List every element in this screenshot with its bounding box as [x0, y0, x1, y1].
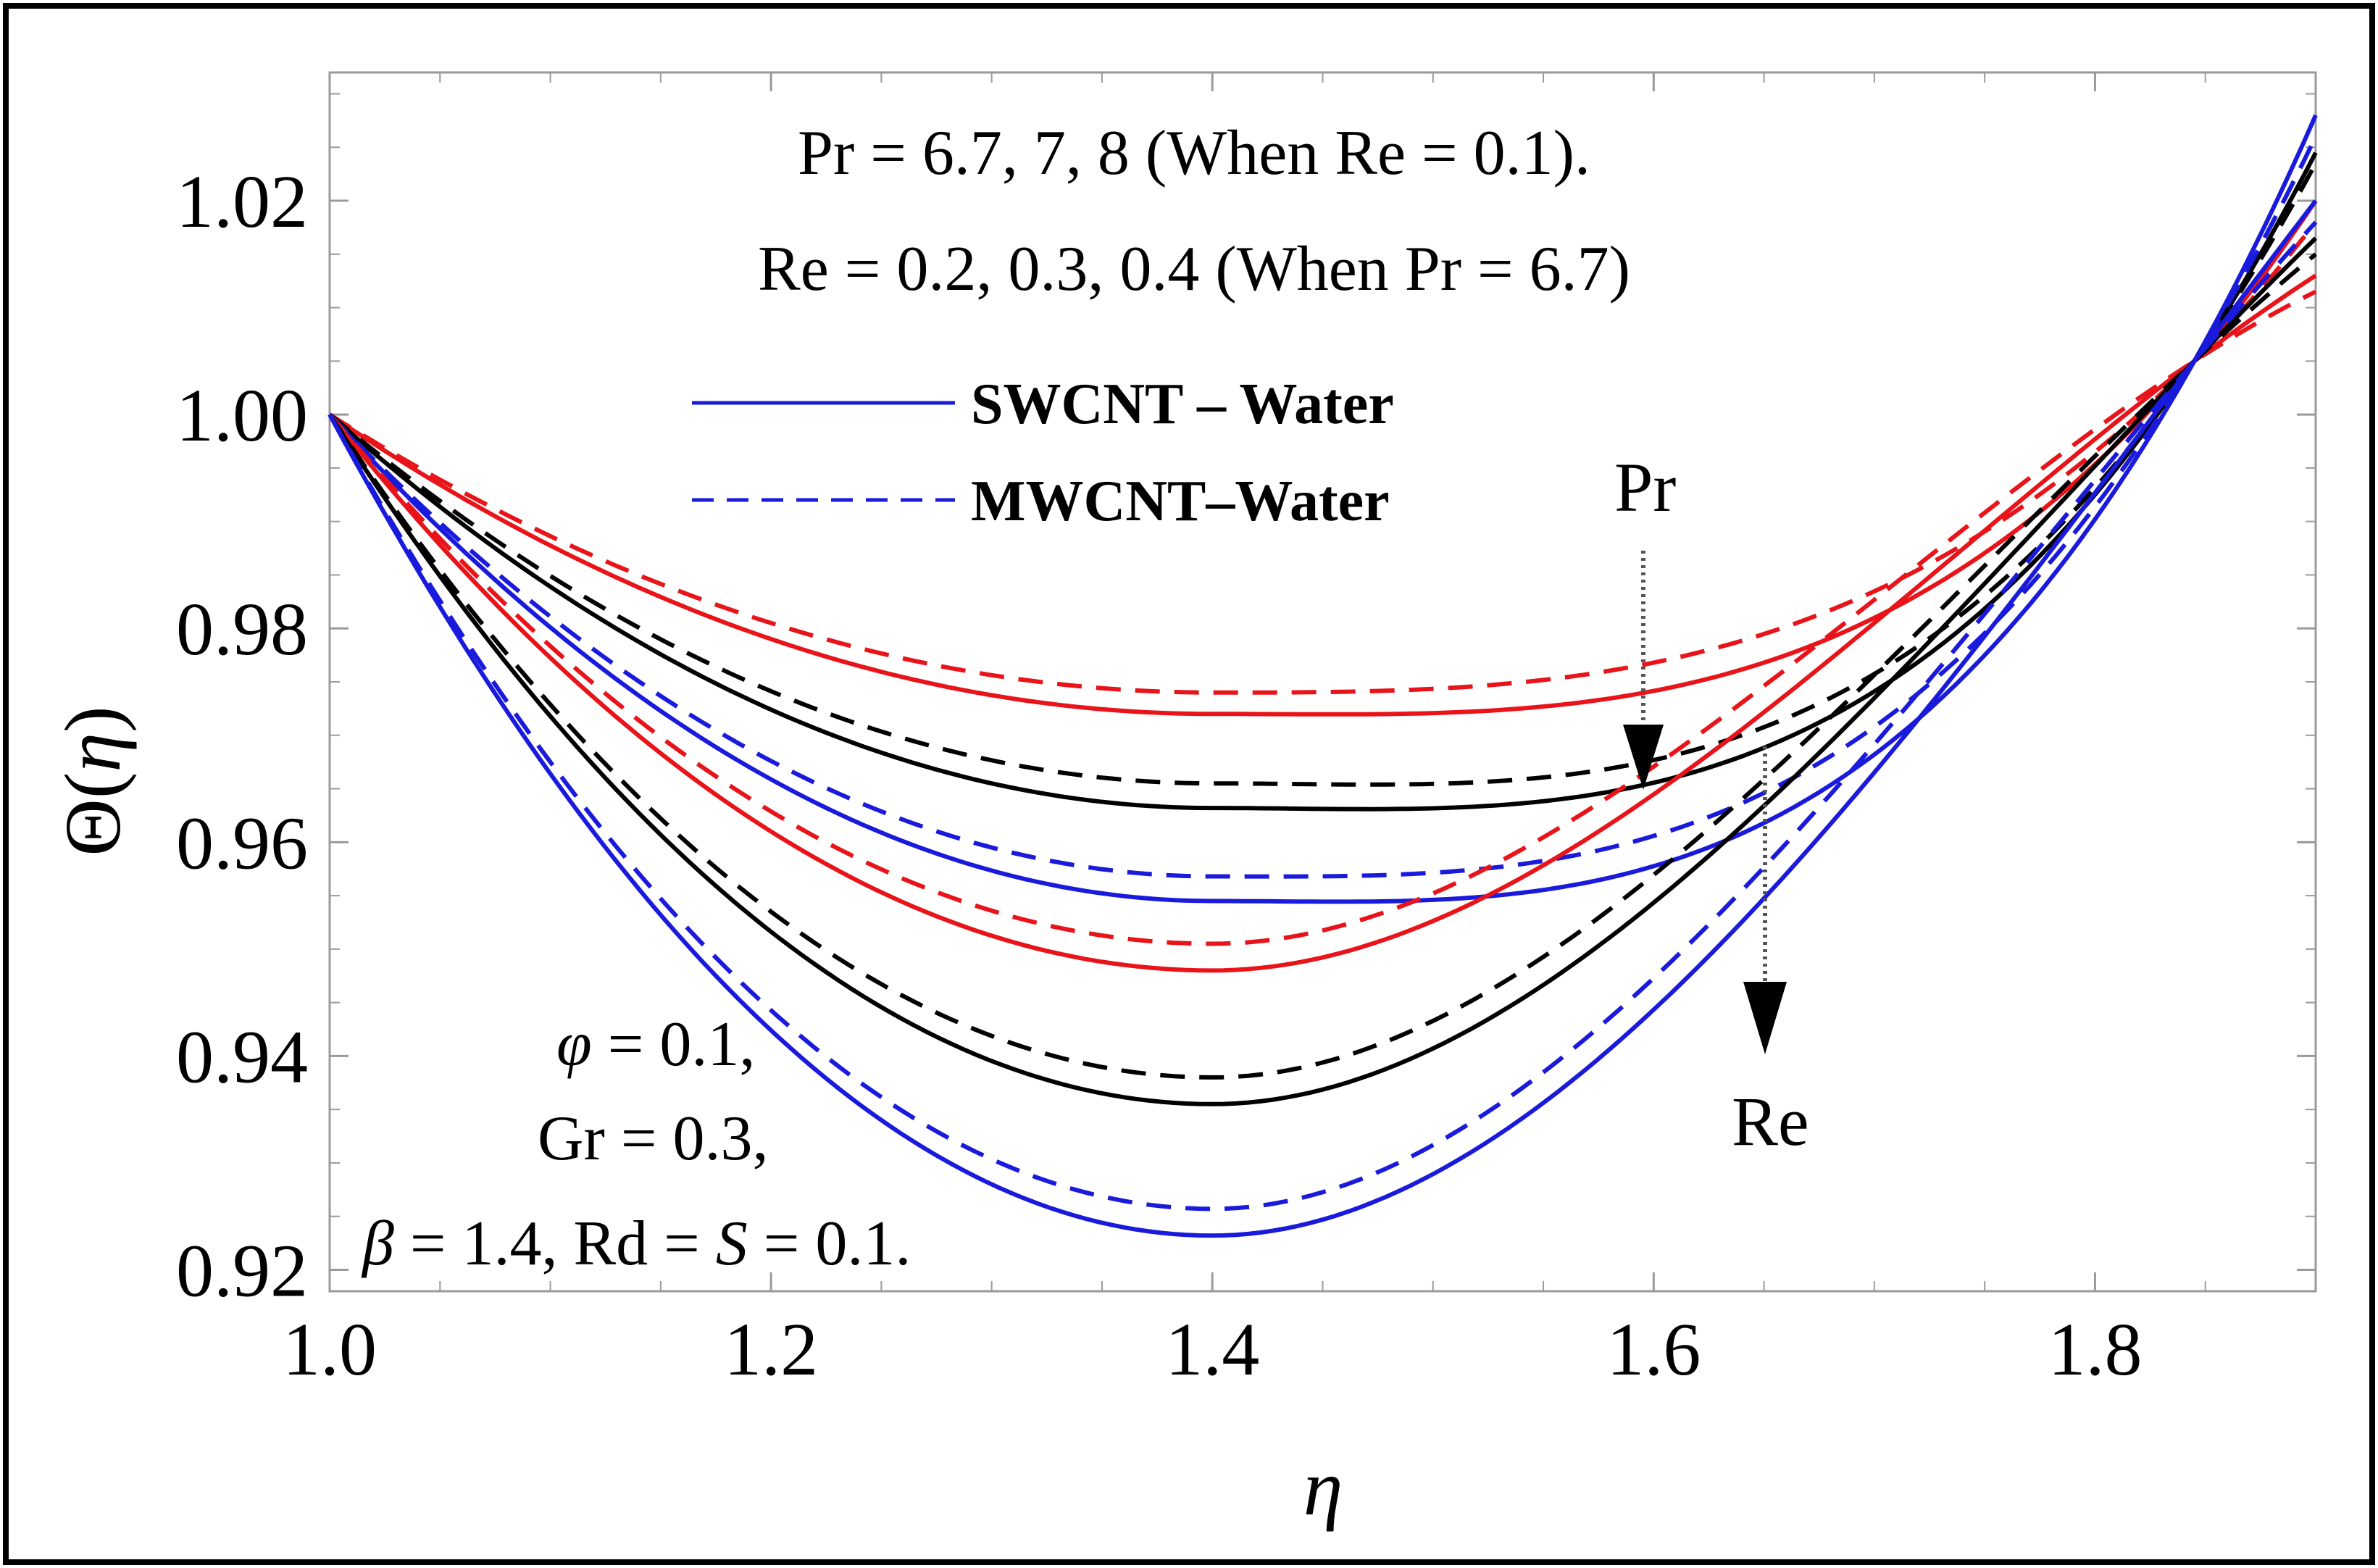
x-axis-title: η — [1303, 1443, 1343, 1532]
y-tick-label: 1.02 — [176, 160, 308, 243]
legend-dashed-label: MWCNT–Water — [971, 470, 1390, 533]
pr-arrow-label: Pr — [1614, 449, 1676, 526]
phi-value: = 0.1, — [592, 1009, 756, 1080]
annotation-gr: Gr = 0.3, — [538, 1104, 768, 1174]
x-tick-label: 1.0 — [283, 1308, 377, 1391]
y-tick-label: 0.98 — [176, 588, 308, 671]
pr-arrow: Pr — [1614, 449, 1676, 790]
s-value: = 0.1. — [748, 1209, 911, 1279]
pr-arrow-head — [1623, 725, 1664, 790]
beta-rd-text: = 1.4, Rd = — [394, 1209, 716, 1279]
annotation-pr-values: Pr = 6.7, 7, 8 (When Re = 0.1). — [798, 118, 1590, 188]
phi-symbol: φ — [556, 1009, 592, 1080]
series-line-8 — [328, 289, 2317, 946]
y-axis-title-var: η — [49, 733, 137, 772]
y-tick-label: 0.92 — [176, 1229, 308, 1312]
figure-frame — [3, 3, 2375, 1565]
annotation-phi: φ = 0.1, — [556, 1009, 755, 1080]
legend: SWCNT – Water MWCNT–Water — [692, 372, 1394, 533]
re-arrow-head — [1743, 982, 1787, 1054]
series-line-3 — [328, 151, 2318, 812]
series-layer — [328, 114, 2318, 1238]
re-arrow-label: Re — [1732, 1083, 1809, 1160]
y-tick-label: 0.94 — [176, 1015, 308, 1098]
annotation-beta-rd-s: β = 1.4, Rd = S = 0.1. — [361, 1209, 911, 1279]
y-tick-label: 0.96 — [176, 801, 308, 885]
re-arrow: Re — [1732, 746, 1809, 1160]
beta-symbol: β — [361, 1209, 394, 1279]
series-line-10 — [328, 252, 2317, 1080]
series-line-4 — [328, 162, 2318, 787]
x-tick-label: 1.6 — [1606, 1308, 1701, 1391]
x-tick-label: 1.4 — [1165, 1308, 1259, 1391]
s-symbol: S — [716, 1209, 748, 1279]
y-tick-label: 1.00 — [176, 374, 308, 457]
x-tick-label: 1.8 — [2048, 1308, 2142, 1391]
series-line-12 — [328, 220, 2318, 1212]
y-axis-title-suffix: ) — [49, 706, 137, 733]
legend-solid-label: SWCNT – Water — [971, 372, 1394, 436]
annotation-re-values: Re = 0.2, 0.3, 0.4 (When Pr = 6.7) — [758, 234, 1630, 304]
series-line-7 — [328, 273, 2317, 973]
x-tick-label: 1.2 — [724, 1308, 818, 1391]
series-line-5 — [328, 114, 2318, 904]
series-line-9 — [328, 236, 2318, 1106]
y-axis-title: Θ(η) — [49, 706, 137, 856]
y-axis-title-prefix: Θ( — [49, 772, 137, 856]
ticks-layer: 1.0 1.2 1.4 1.6 1.8 0.92 0.94 0.96 0.98 1.00 1.02 — [176, 72, 2316, 1391]
series-line-11 — [328, 199, 2318, 1238]
series-line-1 — [328, 199, 2318, 717]
